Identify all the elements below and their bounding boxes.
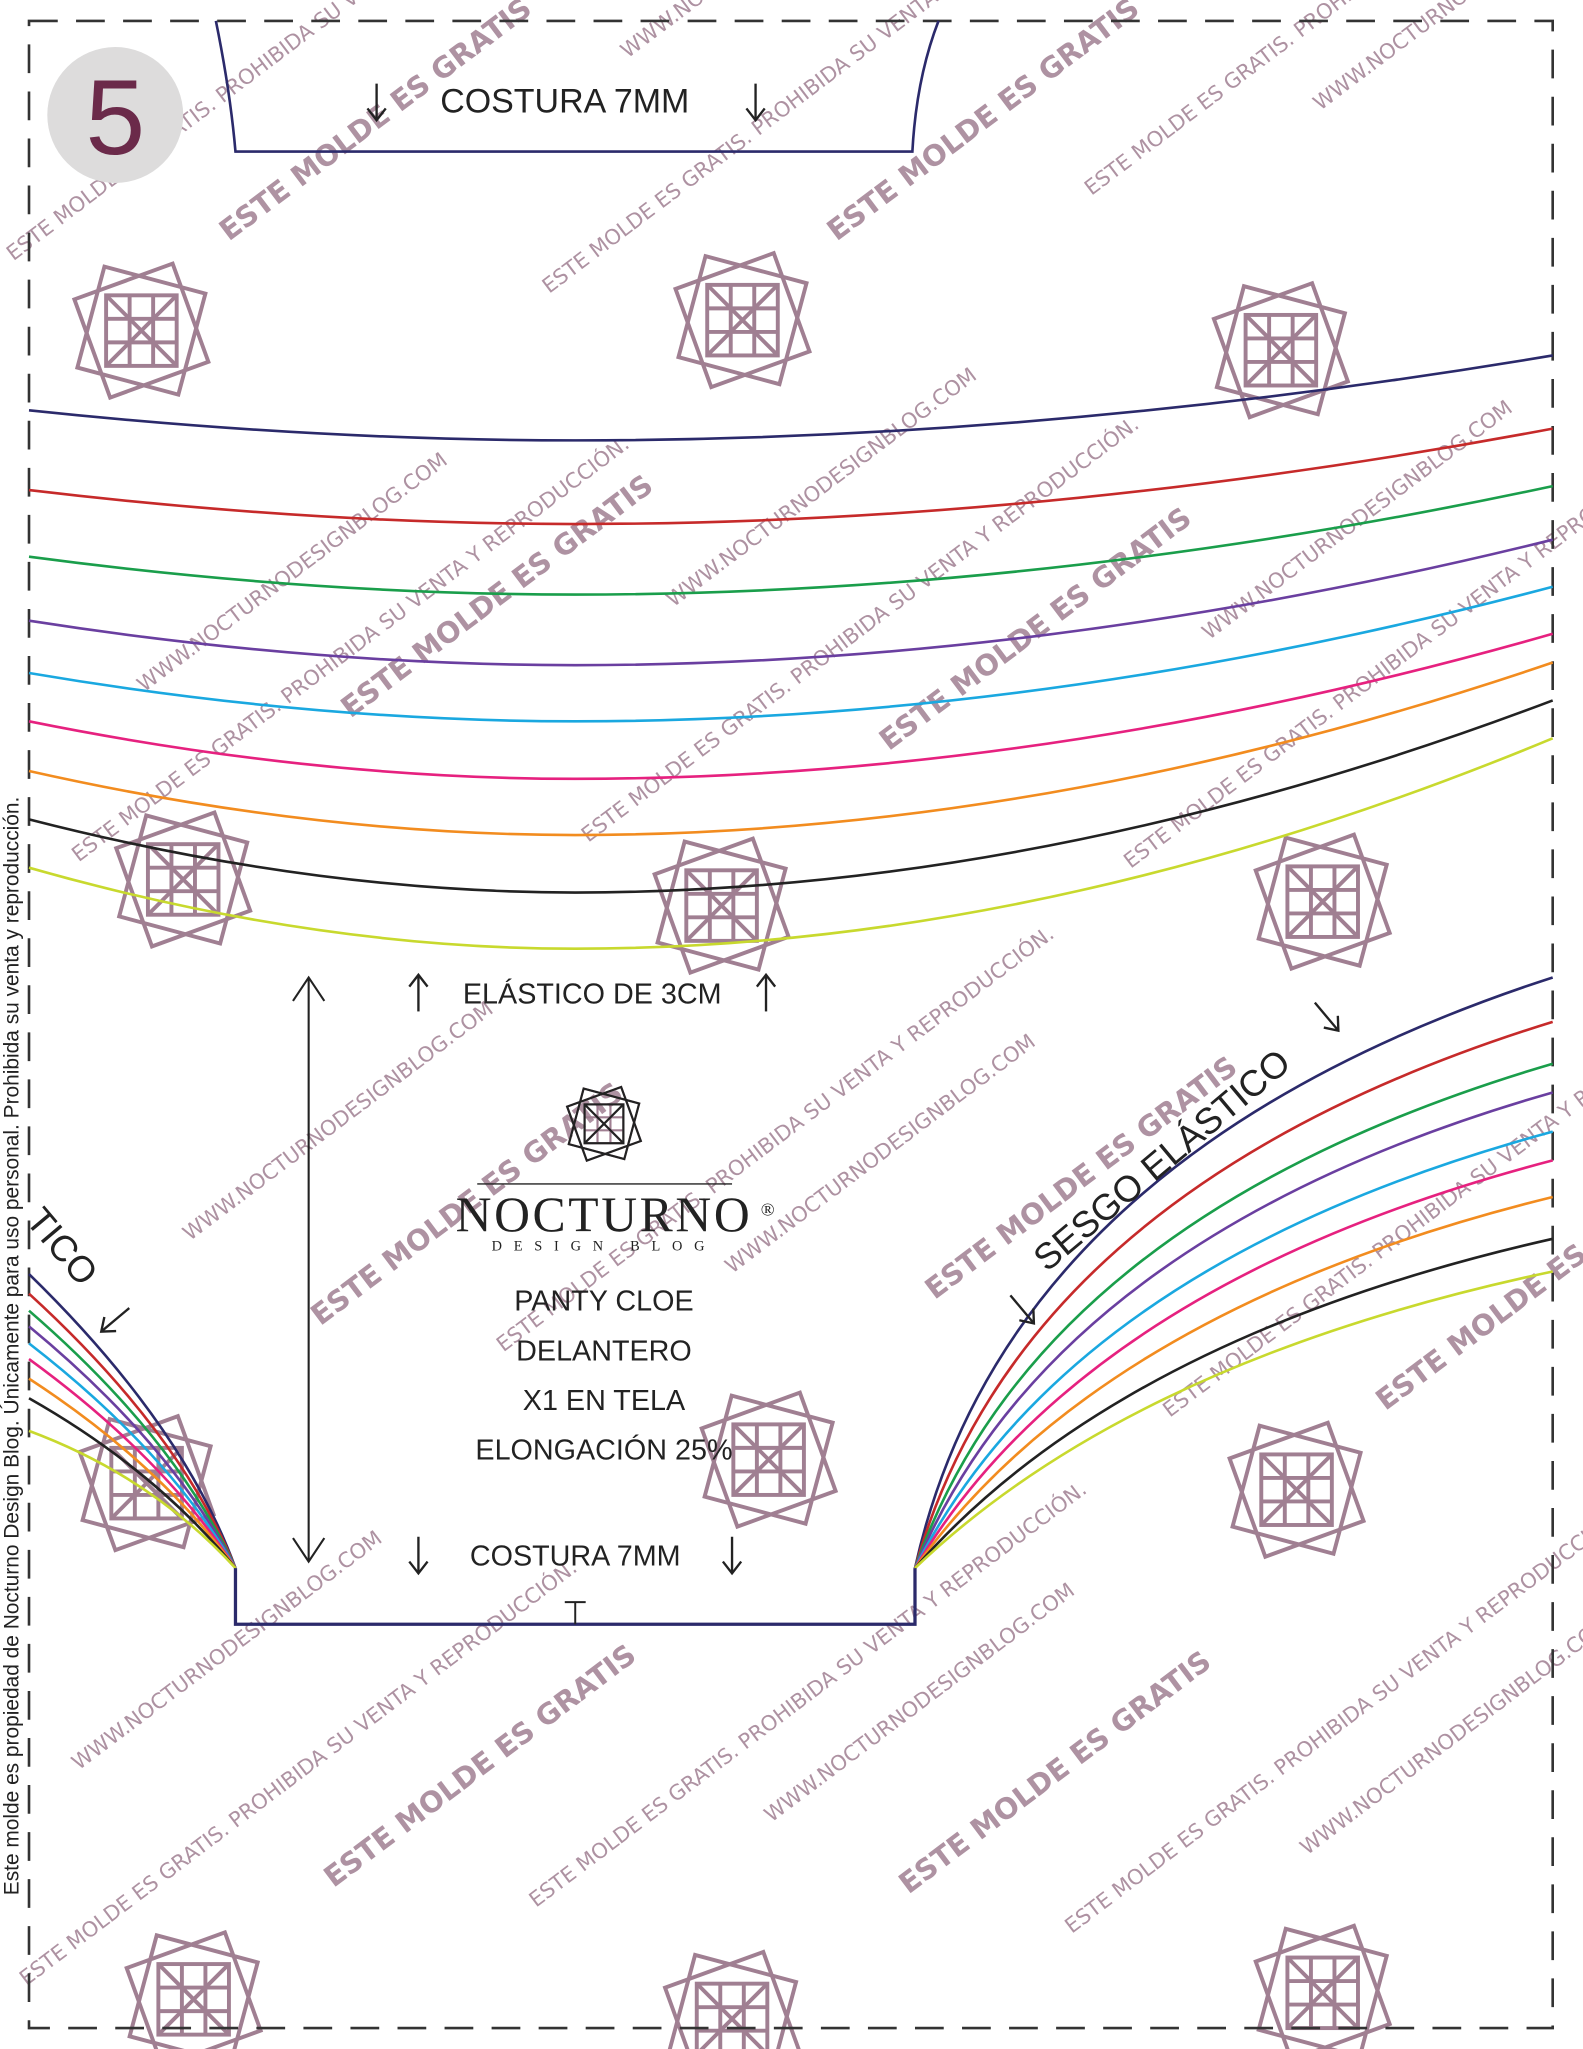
watermark-rosette <box>673 251 812 390</box>
piece-info: PANTY CLOE DELANTERO X1 EN TELA ELONGACIÓN … <box>475 1286 732 1467</box>
leg-curve <box>28 1357 237 1569</box>
leg-curve <box>28 1309 237 1569</box>
watermark-rosette <box>663 1949 801 2049</box>
side-notice: Este molde es propiedad de Nocturno Desi… <box>1 797 24 1896</box>
logo-tagline: DESIGN BLOG <box>492 1239 717 1255</box>
bias-label-fragment: TICO <box>18 1200 106 1293</box>
leg-curve <box>28 1342 237 1569</box>
piece-info-line: DELANTERO <box>516 1335 692 1367</box>
leg-curve <box>914 1237 1553 1569</box>
seam-label: COSTURA 7MM <box>470 1540 681 1572</box>
watermark-rosette <box>72 261 211 400</box>
leg-curve <box>913 976 1554 1569</box>
waist-curve <box>28 484 1553 596</box>
arrow <box>94 1299 137 1340</box>
seam-label: COSTURA 7MM <box>440 82 689 120</box>
logo-registered: ® <box>761 1199 775 1219</box>
watermark-rosette <box>1253 832 1392 971</box>
arrow <box>408 1535 429 1575</box>
watermark-rosette <box>652 836 791 975</box>
watermark-rosette <box>77 1414 216 1553</box>
waist-curve <box>28 427 1553 526</box>
arrow <box>721 1535 743 1575</box>
leg-curve <box>913 1130 1554 1569</box>
leg-curve <box>913 1062 1554 1569</box>
logo-mark <box>565 1085 643 1163</box>
watermark-text: ESTE MOLDE ES GRATIS <box>213 0 538 247</box>
page-badge <box>47 47 184 183</box>
leg-curve <box>914 1270 1553 1570</box>
arrow <box>408 973 429 1013</box>
leg-curve <box>28 1273 237 1569</box>
arrow <box>1306 995 1347 1038</box>
watermark-rosette <box>124 1930 263 2049</box>
watermark-rosette <box>1227 1420 1366 1559</box>
watermark-text: ESTE MOLDE ES GRATIS. PROHIBIDA SU VENTA… <box>1119 437 1583 873</box>
watermark-text: WWW.NOCTURNODESIGNBLOG.COM <box>1309 0 1583 115</box>
piece-info-line: PANTY CLOE <box>514 1286 693 1318</box>
elastic-label: ELÁSTICO DE 3CM <box>463 978 722 1011</box>
leg-curve <box>913 1091 1554 1569</box>
waist-curve <box>28 699 1554 894</box>
waist-curve <box>28 737 1554 951</box>
size-curves <box>28 354 1554 1570</box>
waist-curve <box>28 538 1554 667</box>
watermark-rosette <box>1211 281 1350 420</box>
leg-curve <box>28 1292 237 1569</box>
leg-curve <box>28 1397 237 1569</box>
cut-border <box>27 19 1554 2030</box>
waist-curve <box>28 354 1553 442</box>
logo-name: NOCTURNO <box>456 1187 753 1242</box>
leg-curve <box>28 1325 237 1569</box>
waist-curve <box>28 661 1554 837</box>
watermark-rosette <box>114 810 253 949</box>
page-number: 5 <box>85 57 145 177</box>
arrow <box>755 973 777 1013</box>
center-mark <box>564 1601 586 1625</box>
piece-info-line: ELONGACIÓN 25% <box>475 1434 732 1467</box>
watermark-rosette <box>1253 1923 1392 2049</box>
piece-info-line: X1 EN TELA <box>523 1385 686 1417</box>
watermark-text: ESTE MOLDE ES GRATIS. PROHIBIDA SU VENTA… <box>67 430 634 866</box>
top-piece <box>214 20 940 153</box>
leg-curve <box>913 1195 1554 1569</box>
grain-line <box>292 975 326 1564</box>
waist-curve <box>28 585 1554 723</box>
leg-curve <box>913 1020 1554 1569</box>
leg-curve <box>28 1429 237 1569</box>
leg-curve <box>913 1159 1554 1569</box>
leg-curve <box>28 1377 237 1569</box>
waist-curve <box>28 632 1554 781</box>
watermark-text: ESTE MOLDE ES GRATIS <box>873 500 1198 757</box>
